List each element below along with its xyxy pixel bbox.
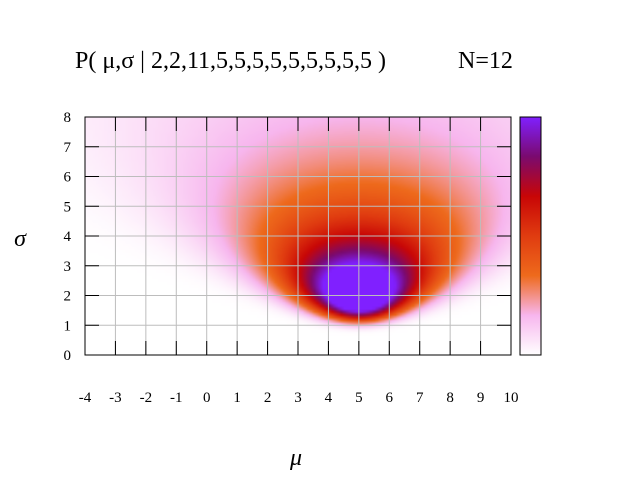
x-tick-label: 5 <box>355 390 363 406</box>
y-tick-label: 7 <box>64 140 72 156</box>
x-tick-label: -2 <box>140 390 153 406</box>
x-axis-label: μ <box>289 445 302 471</box>
y-tick-label: 5 <box>64 199 72 215</box>
x-tick-label: 10 <box>504 390 519 406</box>
y-tick-label: 3 <box>64 259 72 275</box>
y-axis-ticks: 0 1 2 3 4 5 6 7 8 <box>64 110 511 364</box>
x-tick-label: 7 <box>416 390 424 406</box>
y-tick-label: 6 <box>64 170 72 186</box>
x-tick-label: 8 <box>446 390 454 406</box>
x-tick-label: 2 <box>264 390 272 406</box>
x-tick-label: 1 <box>233 390 241 406</box>
x-tick-label: 3 <box>294 390 302 406</box>
colorbar <box>519 116 542 356</box>
chart-title-n: N=12 <box>458 48 513 74</box>
y-tick-label: 8 <box>64 110 72 126</box>
x-tick-label: -4 <box>79 390 92 406</box>
x-axis-ticks: -4 -3 -2 -1 0 1 2 3 4 5 6 7 8 9 10 <box>79 117 519 406</box>
x-tick-label: 6 <box>386 390 394 406</box>
chart-title: P( μ,σ | 2,2,11,5,5,5,5,5,5,5,5,5 ) <box>75 48 386 74</box>
x-tick-label: 9 <box>477 390 485 406</box>
y-tick-label: 0 <box>64 348 72 364</box>
x-tick-label: 4 <box>325 390 333 406</box>
x-tick-label: -1 <box>170 390 183 406</box>
y-axis-label: σ <box>14 226 27 252</box>
x-tick-label: 0 <box>203 390 211 406</box>
x-tick-label: -3 <box>109 390 122 406</box>
y-tick-label: 4 <box>64 229 72 245</box>
y-tick-label: 2 <box>64 289 72 305</box>
y-tick-label: 1 <box>64 318 72 334</box>
grid-lines <box>85 117 511 355</box>
